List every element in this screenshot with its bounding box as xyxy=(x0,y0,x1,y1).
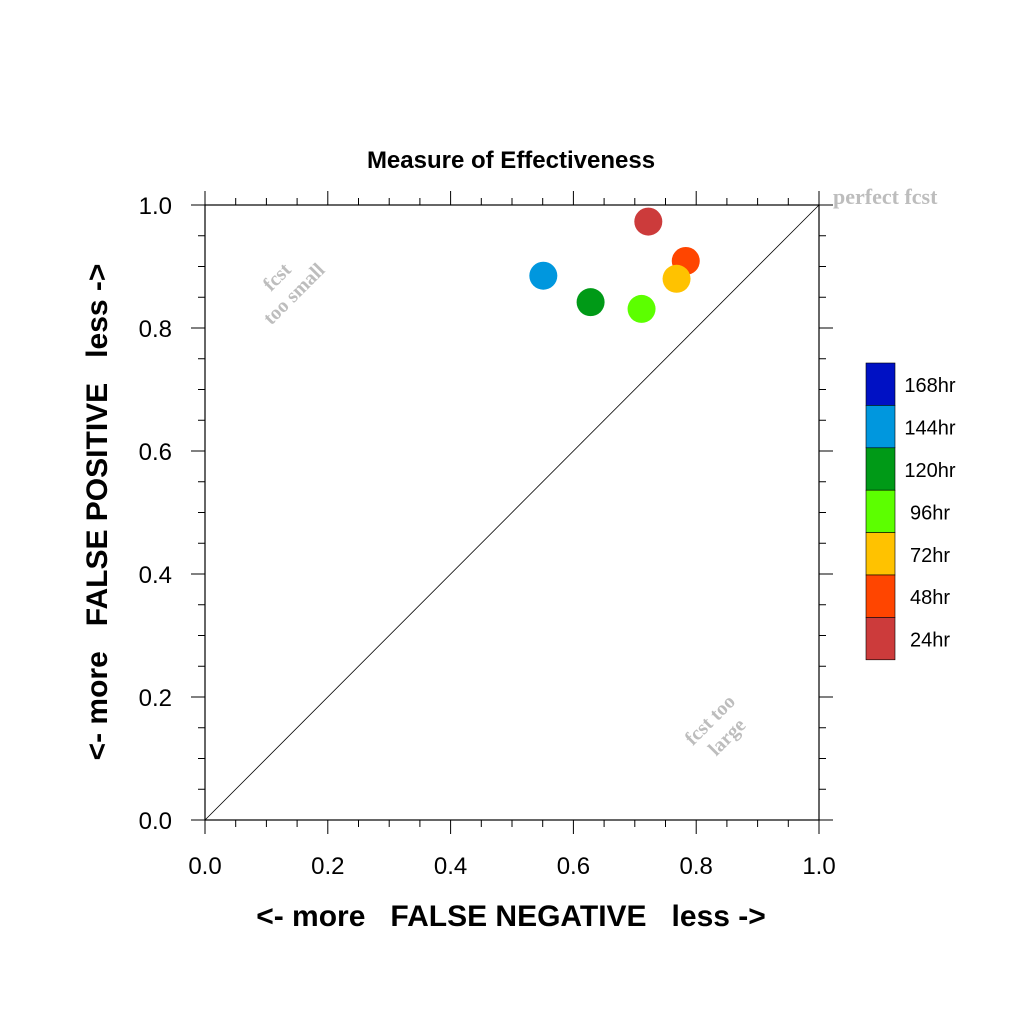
y-tick-label: 0.4 xyxy=(139,562,172,589)
legend-swatch-24hr xyxy=(865,617,896,661)
x-tick-label: 0.0 xyxy=(188,853,221,880)
y-tick-label: 0.0 xyxy=(139,808,172,835)
point-120hr xyxy=(576,288,605,317)
legend-label-72hr: 72hr xyxy=(910,545,950,567)
legend-swatch-168hr xyxy=(865,362,896,406)
y-tick-label: 0.6 xyxy=(139,439,172,466)
data-points xyxy=(529,207,700,323)
point-24hr xyxy=(634,207,663,236)
legend-label-24hr: 24hr xyxy=(910,630,950,652)
legend-swatch-72hr xyxy=(865,532,896,576)
x-tick-label: 0.8 xyxy=(680,853,713,880)
point-96hr xyxy=(627,294,656,323)
legend-label-48hr: 48hr xyxy=(910,587,950,609)
y-axis-label: <- more FALSE POSITIVE less -> xyxy=(81,264,114,761)
annotation-perfect-fcst: perfect fcst xyxy=(833,184,938,209)
y-tick-label: 1.0 xyxy=(139,193,172,220)
legend: 168hr 144hr 120hr 96hr 72hr 48hr 24hr xyxy=(865,362,956,661)
x-tick-label: 0.4 xyxy=(434,853,467,880)
chart-title: Measure of Effectiveness xyxy=(367,147,655,174)
y-tick-label: 0.2 xyxy=(139,685,172,712)
x-tick-label: 1.0 xyxy=(802,853,835,880)
annotation-too-small: fcst too small xyxy=(259,259,330,330)
y-tick-label: 0.8 xyxy=(139,316,172,343)
legend-label-120hr: 120hr xyxy=(904,460,955,482)
plot-area: 0.0 0.2 0.4 0.6 0.8 1.0 0.0 0.2 0.4 0.6 0.8 1.0 xyxy=(139,191,836,880)
legend-label-168hr: 168hr xyxy=(904,375,955,397)
point-144hr xyxy=(529,261,558,290)
x-tick-label: 0.6 xyxy=(557,853,590,880)
diagonal-line xyxy=(204,204,820,821)
point-72hr xyxy=(662,264,691,293)
legend-swatch-96hr xyxy=(865,489,896,533)
legend-swatch-48hr xyxy=(865,574,896,618)
legend-label-96hr: 96hr xyxy=(910,502,950,524)
legend-swatch-144hr xyxy=(865,405,896,449)
legend-swatch-120hr xyxy=(865,447,896,491)
x-axis-label: <- more FALSE NEGATIVE less -> xyxy=(256,900,766,933)
annotation-too-large: fcst too large xyxy=(681,691,751,761)
x-tick-label: 0.2 xyxy=(311,853,344,880)
legend-label-144hr: 144hr xyxy=(904,418,955,440)
